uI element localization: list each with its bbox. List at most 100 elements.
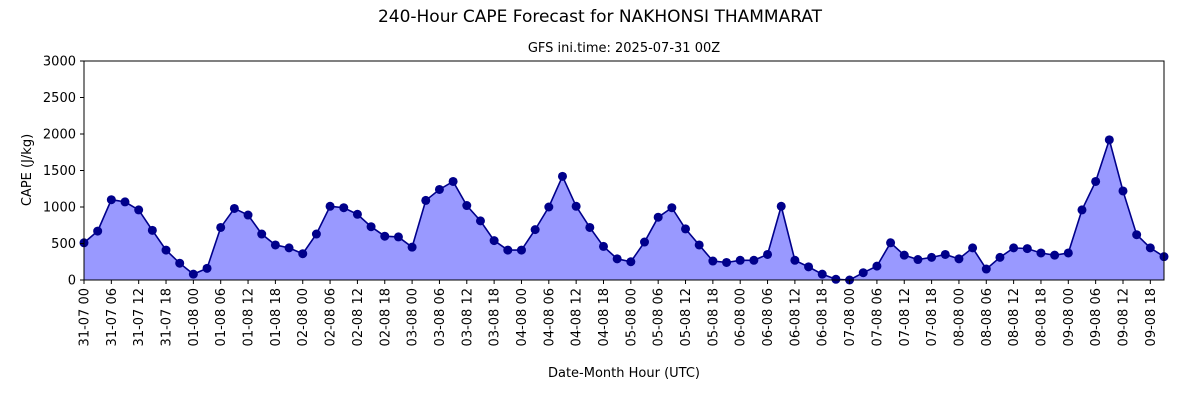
cape-point	[667, 203, 677, 213]
x-tick-label: 01-08 18	[269, 288, 284, 346]
x-tick-label: 05-08 00	[624, 288, 639, 346]
y-tick-label: 3000	[43, 55, 76, 70]
cape-point	[325, 201, 335, 211]
x-tick-label: 08-08 12	[1007, 288, 1022, 346]
cape-point	[1118, 186, 1128, 196]
cape-point	[681, 224, 691, 234]
cape-point	[557, 171, 567, 181]
cape-point	[161, 245, 171, 255]
x-tick-label: 03-08 06	[433, 288, 448, 346]
x-tick-label: 01-08 06	[214, 288, 229, 346]
x-axis-label: Date-Month Hour (UTC)	[548, 366, 700, 381]
cape-point	[106, 195, 116, 205]
cape-point	[776, 201, 786, 211]
cape-point	[489, 236, 499, 246]
cape-point	[407, 242, 417, 252]
y-tick-label: 0	[68, 274, 76, 289]
plot-area: 0 500 1000 1500 2000 2500 3000 31-07 00 31-07 06…	[43, 55, 1169, 346]
x-tick-label: 08-08 00	[952, 288, 967, 346]
cape-point	[954, 254, 964, 264]
cape-point	[763, 249, 773, 259]
x-tick-label: 04-08 00	[515, 288, 530, 346]
x-tick-label: 08-08 18	[1034, 288, 1049, 346]
cape-point	[366, 222, 376, 232]
x-tick-label: 06-08 06	[761, 288, 776, 346]
cape-point	[940, 249, 950, 259]
cape-point	[393, 232, 403, 242]
y-tick-label: 2000	[43, 128, 76, 143]
cape-point	[1077, 205, 1087, 215]
cape-point	[640, 237, 650, 247]
cape-point	[134, 205, 144, 215]
cape-point	[147, 225, 157, 235]
x-tick-label: 04-08 18	[597, 288, 612, 346]
x-tick-label: 01-08 12	[242, 288, 257, 346]
x-tick-label: 31-07 18	[160, 288, 175, 346]
chart-title: 240-Hour CAPE Forecast for NAKHONSI THAM…	[378, 7, 823, 27]
cape-point	[612, 254, 622, 264]
cape-point	[1050, 250, 1060, 260]
cape-point	[585, 222, 595, 232]
cape-point	[202, 263, 212, 273]
chart-subtitle: GFS ini.time: 2025-07-31 00Z	[528, 41, 720, 56]
cape-point	[749, 255, 759, 265]
cape-point	[790, 255, 800, 265]
cape-point	[1009, 243, 1019, 253]
cape-point	[858, 268, 868, 278]
x-tick-label: 05-08 06	[652, 288, 667, 346]
x-tick-label: 02-08 00	[296, 288, 311, 346]
cape-point	[462, 201, 472, 211]
cape-point	[626, 257, 636, 267]
cape-point	[722, 257, 732, 267]
x-tick-label: 07-08 12	[898, 288, 913, 346]
cape-point	[93, 226, 103, 236]
x-tick-label: 04-08 06	[542, 288, 557, 346]
cape-point	[380, 231, 390, 241]
cape-point	[927, 252, 937, 262]
cape-point	[981, 264, 991, 274]
cape-point	[120, 197, 130, 207]
y-tick-label: 1000	[43, 201, 76, 216]
cape-point	[175, 258, 185, 268]
cape-point	[735, 255, 745, 265]
y-tick-label: 500	[51, 237, 76, 252]
cape-point	[571, 201, 581, 211]
cape-point	[339, 203, 349, 213]
y-tick-label: 1500	[43, 164, 76, 179]
cape-point	[270, 240, 280, 250]
cape-point	[503, 245, 513, 255]
x-tick-label: 06-08 18	[816, 288, 831, 346]
cape-point	[516, 245, 526, 255]
cape-point	[804, 262, 814, 272]
cape-point	[694, 240, 704, 250]
cape-point	[229, 203, 239, 213]
cape-area-fill	[84, 139, 1164, 280]
cape-point	[1104, 135, 1114, 145]
cape-point	[913, 255, 923, 265]
cape-point	[352, 209, 362, 219]
x-tick-label: 05-08 18	[706, 288, 721, 346]
cape-point	[817, 269, 827, 279]
cape-point	[708, 256, 718, 266]
cape-point	[886, 238, 896, 248]
cape-point	[421, 195, 431, 205]
cape-point	[311, 229, 321, 239]
x-tick-label: 03-08 18	[488, 288, 503, 346]
x-tick-label: 31-07 00	[78, 288, 93, 346]
cape-point	[899, 250, 909, 260]
cape-point	[653, 212, 663, 222]
cape-point	[188, 269, 198, 279]
cape-point	[1063, 248, 1073, 258]
cape-point	[544, 202, 554, 212]
cape-point	[1145, 243, 1155, 253]
cape-point	[298, 249, 308, 259]
y-tick-label: 2500	[43, 91, 76, 106]
cape-point	[475, 216, 485, 226]
x-tick-label: 09-08 00	[1062, 288, 1077, 346]
x-tick-label: 02-08 12	[351, 288, 366, 346]
x-tick-label: 09-08 18	[1144, 288, 1159, 346]
cape-point	[1091, 176, 1101, 186]
x-tick-label: 09-08 06	[1089, 288, 1104, 346]
y-axis-label: CAPE (J/kg)	[20, 134, 35, 206]
